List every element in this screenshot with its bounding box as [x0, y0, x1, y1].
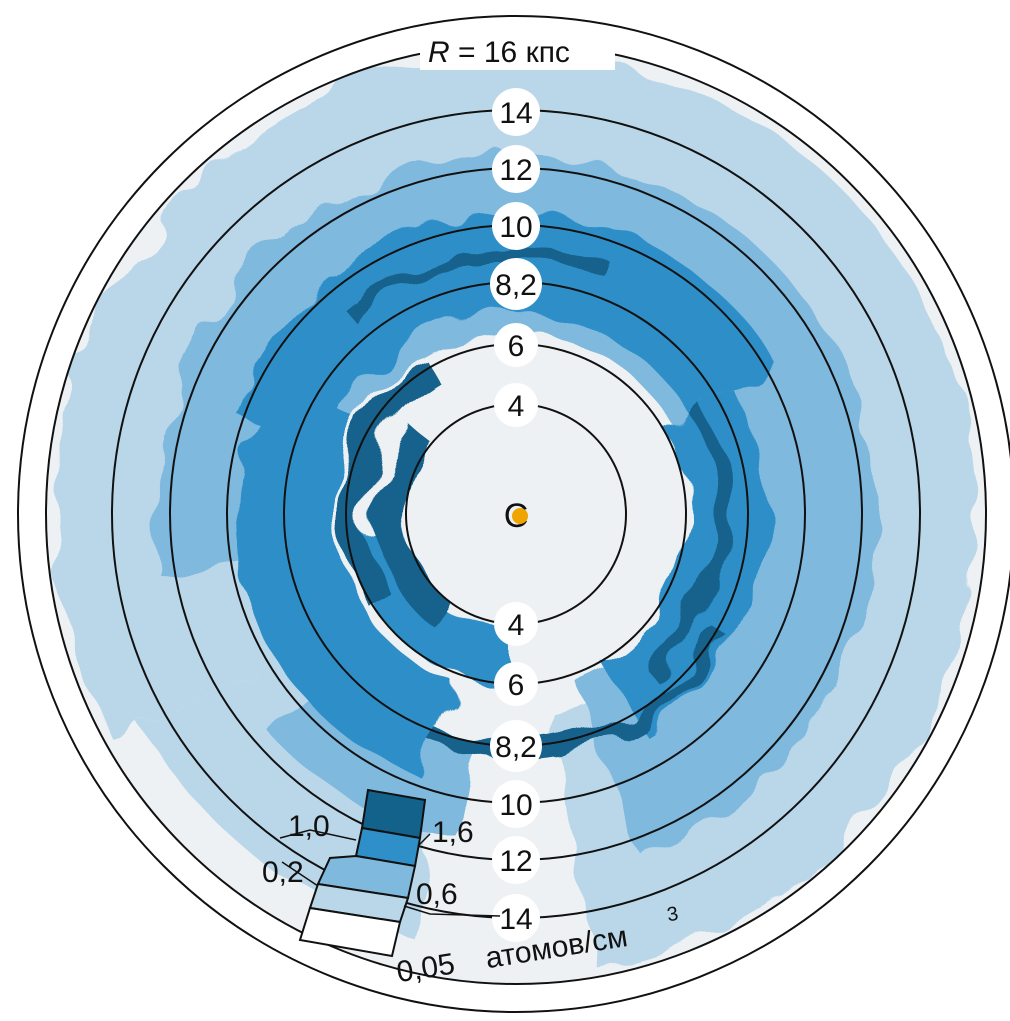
- ring-label-top-14: 14: [499, 97, 532, 130]
- label-bg-bottom-4: [494, 602, 538, 646]
- contour-level-1-6: [341, 362, 441, 602]
- ring-label-top-12: 12: [499, 154, 532, 187]
- legend-leader-0-6: [403, 905, 501, 917]
- legend-label-1-6: 1,6: [432, 816, 474, 849]
- density-contours: [56, 53, 977, 968]
- contour-level-1-6: [342, 244, 609, 319]
- contour-level-1-6: [376, 424, 453, 629]
- label-bg-bottom-8-2: [490, 720, 542, 772]
- contour-level-1-0: [235, 374, 455, 778]
- ring-label-bottom-14: 14: [499, 903, 532, 936]
- legend-leader-1-0: [279, 829, 357, 841]
- ring-label-backgrounds: [420, 30, 615, 942]
- label-bg-top-14: [492, 88, 540, 136]
- label-bg-bottom-6: [494, 662, 538, 706]
- label-bg-top-4: [494, 383, 538, 427]
- legend-label-0-2: 0,2: [262, 856, 304, 889]
- label-bg-top-8-2: [490, 258, 542, 310]
- ring-label-bottom-10: 10: [499, 789, 532, 822]
- ring-label-bottom-12: 12: [499, 845, 532, 878]
- outer-ring-label: R = 16 кпс: [428, 36, 570, 69]
- label-bg-bottom-10: [492, 780, 540, 828]
- contour-level-1-6: [432, 629, 729, 759]
- legend-label-1-0: 1,0: [288, 810, 330, 843]
- ring-label-top-4: 4: [508, 390, 525, 423]
- ring-label-top-8-2: 8,2: [495, 269, 537, 302]
- label-bg-top-6: [494, 323, 538, 367]
- ring-label-top-6: 6: [508, 330, 525, 363]
- ring-label-bottom-8-2: 8,2: [495, 731, 537, 764]
- center-dot: [512, 508, 528, 524]
- ring-label-top-10: 10: [499, 211, 532, 244]
- outer-ring-value: = 16 кпс: [450, 36, 570, 69]
- ring-label-bottom-4: 4: [508, 609, 525, 642]
- contour-level-1-0: [234, 213, 776, 446]
- label-bg-16: [420, 30, 615, 70]
- legend-swatch-0-05: [298, 906, 402, 958]
- ring-labels: 14 12 10 8,2 6 4 4 6 8,2 10 12 14: [495, 97, 537, 936]
- label-bg-top-12: [492, 145, 540, 193]
- label-bg-bottom-14: [492, 894, 540, 942]
- label-bg-bottom-12: [492, 836, 540, 884]
- contour-level-1-6: [644, 406, 731, 679]
- label-bg-top-10: [492, 202, 540, 250]
- legend-leader-1-6: [417, 833, 431, 847]
- legend-unit-superscript: 3: [665, 903, 679, 926]
- legend-label-0-6: 0,6: [416, 878, 458, 911]
- ring-label-bottom-6: 6: [508, 669, 525, 702]
- legend-leader-0-2: [281, 861, 319, 887]
- radius-symbol: R: [428, 36, 450, 69]
